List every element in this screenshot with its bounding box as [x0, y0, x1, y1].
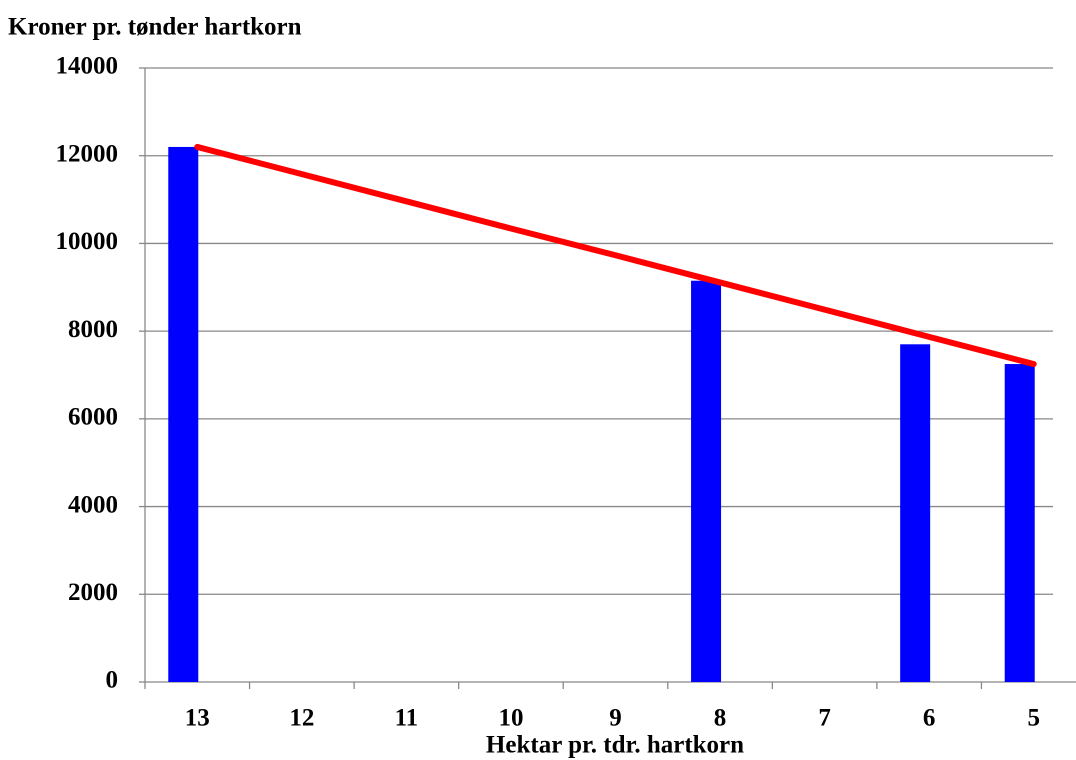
x-tick-label: 12 [289, 705, 314, 732]
x-tick-label: 13 [185, 705, 210, 732]
x-tick-label: 11 [395, 705, 419, 732]
y-tick-label: 12000 [56, 140, 119, 167]
y-tick-label: 6000 [68, 404, 118, 431]
x-tick-label: 6 [923, 705, 936, 732]
x-axis-label: Hektar pr. tdr. hartkorn [486, 732, 744, 759]
y-tick-label: 0 [106, 667, 119, 694]
x-tick-label: 5 [1027, 705, 1040, 732]
y-tick-label: 4000 [68, 491, 118, 518]
x-tick-label: 10 [498, 705, 523, 732]
y-tick-label: 10000 [56, 228, 119, 255]
chart-title: Kroner pr. tønder hartkorn [8, 14, 302, 41]
x-tick-label: 8 [714, 705, 727, 732]
bar [900, 344, 931, 682]
x-tick-label: 7 [818, 705, 831, 732]
y-tick-label: 8000 [68, 316, 118, 343]
bar [168, 146, 199, 682]
bar [691, 280, 722, 682]
y-tick-label: 2000 [68, 579, 118, 606]
trend-line [194, 143, 1037, 368]
bar [1004, 364, 1035, 682]
y-tick-label: 14000 [56, 53, 119, 80]
x-tick-label: 9 [609, 705, 622, 732]
